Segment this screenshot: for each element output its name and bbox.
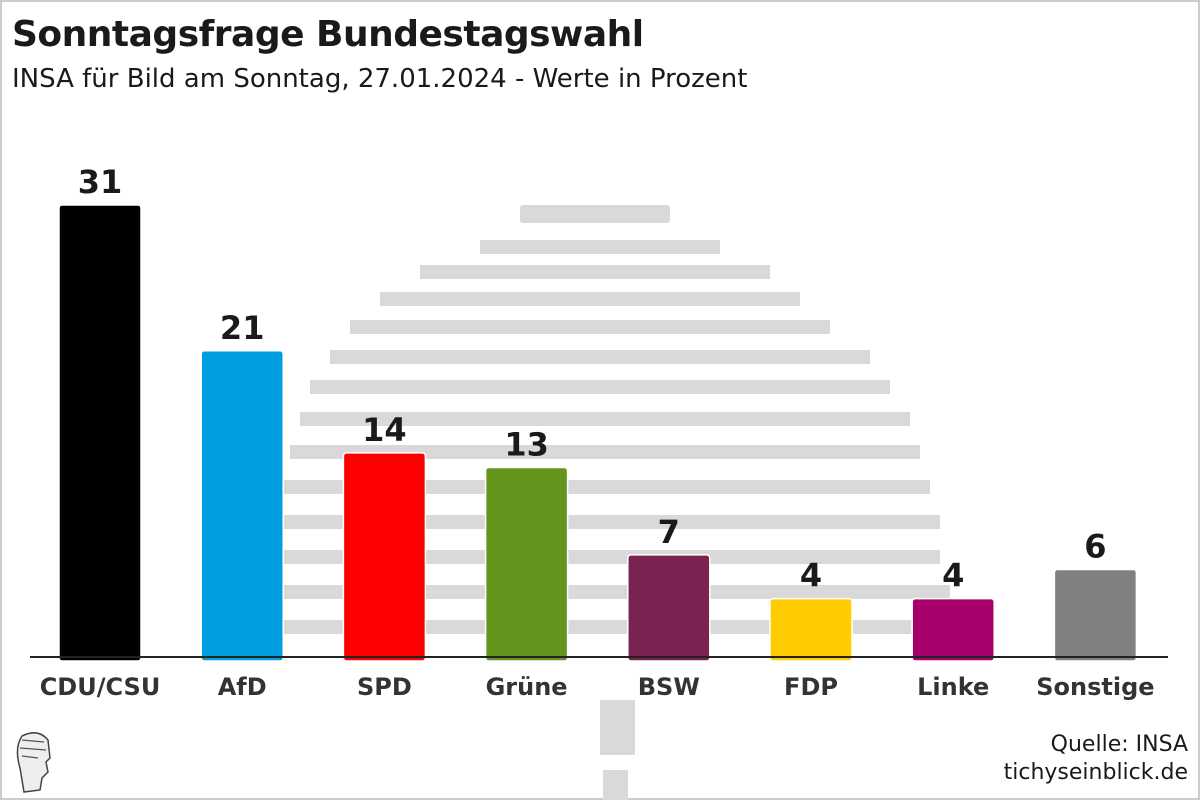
category-label: AfD	[218, 673, 267, 701]
bar-afd	[200, 350, 284, 662]
chart-title: Sonntagsfrage Bundestagswahl	[12, 14, 644, 55]
data-label: 4	[942, 557, 964, 595]
logo-head-icon	[16, 732, 51, 793]
data-label: 14	[362, 411, 407, 449]
category-label: Sonstige	[1036, 673, 1154, 701]
bar-bsw	[627, 554, 711, 662]
bar-sonstige	[1053, 568, 1138, 662]
category-label: SPD	[357, 673, 412, 701]
category-label: CDU/CSU	[40, 673, 161, 701]
data-label: 6	[1084, 528, 1106, 566]
bar-cducsu	[58, 204, 142, 662]
data-label: 7	[658, 513, 680, 551]
data-label: 13	[504, 425, 549, 463]
bar-fdp	[769, 597, 853, 662]
data-label: 31	[78, 163, 123, 201]
bar-linke	[911, 597, 995, 662]
bar-grne	[484, 466, 569, 662]
chart-subtitle: INSA für Bild am Sonntag, 27.01.2024 - W…	[12, 64, 748, 94]
source-label: Quelle: INSA	[1050, 732, 1188, 757]
data-label: 21	[220, 309, 265, 347]
category-label: BSW	[638, 673, 700, 701]
bar-spd	[342, 452, 427, 662]
site-label: tichyseinblick.de	[1003, 760, 1188, 785]
category-label: Grüne	[486, 673, 568, 701]
category-label: FDP	[784, 673, 838, 701]
category-label: Linke	[917, 673, 989, 701]
data-label: 4	[800, 557, 822, 595]
